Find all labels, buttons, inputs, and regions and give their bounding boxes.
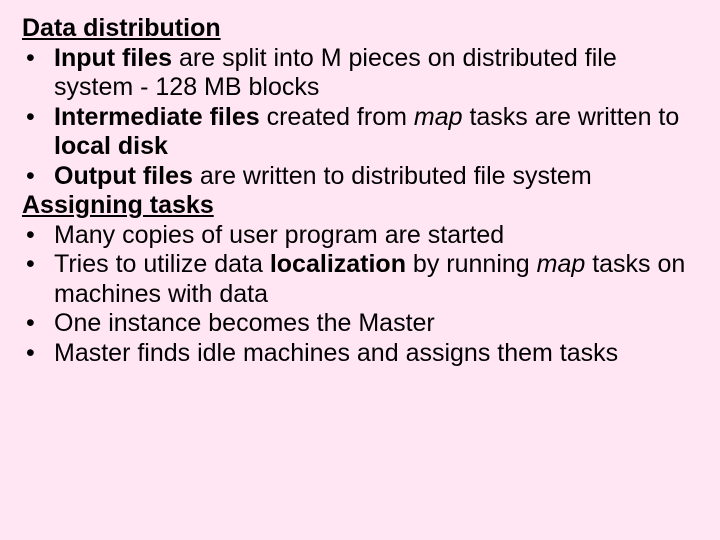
text-run-bold: Intermediate files <box>54 103 260 131</box>
text-run: by running <box>406 250 537 278</box>
bullet-dot-icon: • <box>22 221 54 251</box>
bullet-item: • One instance becomes the Master <box>22 309 690 339</box>
bullet-text: Master finds idle machines and assigns t… <box>54 339 690 369</box>
bullet-item: • Many copies of user program are starte… <box>22 221 690 251</box>
bullet-dot-icon: • <box>22 44 54 74</box>
slide: Data distribution • Input files are spli… <box>0 0 720 540</box>
bullet-text: Output files are written to distributed … <box>54 162 690 192</box>
text-run: are written to distributed file system <box>193 162 592 190</box>
text-run: created from <box>260 103 414 131</box>
bullet-text: Many copies of user program are started <box>54 221 690 251</box>
bullet-text: Input files are split into M pieces on d… <box>54 44 690 103</box>
bullet-item: • Output files are written to distribute… <box>22 162 690 192</box>
bullet-dot-icon: • <box>22 162 54 192</box>
bullet-dot-icon: • <box>22 250 54 280</box>
section-heading: Data distribution <box>22 14 690 44</box>
text-run: tasks are written to <box>463 103 680 131</box>
bullet-item: • Tries to utilize data localization by … <box>22 250 690 309</box>
bullet-item: • Input files are split into M pieces on… <box>22 44 690 103</box>
text-run-bold: local disk <box>54 132 168 160</box>
text-run: Tries to utilize data <box>54 250 270 278</box>
section-heading: Assigning tasks <box>22 191 690 221</box>
bullet-text: One instance becomes the Master <box>54 309 690 339</box>
text-run-bold: localization <box>270 250 406 278</box>
text-run-italic: map <box>414 103 463 131</box>
bullet-item: • Master finds idle machines and assigns… <box>22 339 690 369</box>
bullet-item: • Intermediate files created from map ta… <box>22 103 690 162</box>
text-run: One instance becomes the Master <box>54 309 435 337</box>
bullet-dot-icon: • <box>22 339 54 369</box>
text-run-bold: Output files <box>54 162 193 190</box>
text-run: Master finds idle machines and assigns t… <box>54 339 618 367</box>
bullet-text: Tries to utilize data localization by ru… <box>54 250 690 309</box>
bullet-dot-icon: • <box>22 309 54 339</box>
text-run: Many copies of user program are started <box>54 221 504 249</box>
text-run-bold: Input files <box>54 44 172 72</box>
bullet-dot-icon: • <box>22 103 54 133</box>
text-run-italic: map <box>537 250 586 278</box>
bullet-text: Intermediate files created from map task… <box>54 103 690 162</box>
